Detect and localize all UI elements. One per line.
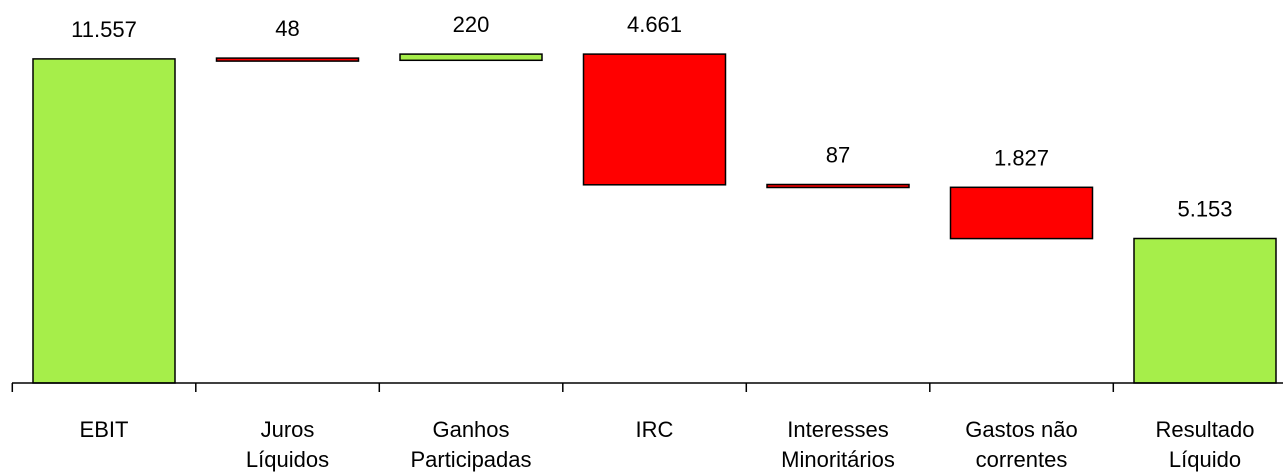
- tick-label-4: Interesses Minoritários: [781, 417, 895, 472]
- tick-label-line: Líquido: [1169, 447, 1241, 472]
- x-axis: [11, 382, 1283, 392]
- tick-label-line: Juros: [261, 417, 315, 442]
- tick-label-line: Gastos não: [965, 417, 1078, 442]
- bar-3: [582, 53, 727, 186]
- tick-label-line: Interesses: [787, 417, 889, 442]
- tick-label-3: IRC: [636, 417, 674, 442]
- value-label-6: 5.153: [1177, 197, 1232, 222]
- bar-5: [949, 186, 1094, 240]
- tick-label-line: Minoritários: [781, 447, 895, 472]
- tick-label-line: Ganhos: [432, 417, 509, 442]
- tick-labels-group: EBIT Juros Líquidos Ganhos Participadas IRC In…: [80, 417, 1255, 472]
- tick-label-line: Líquidos: [246, 447, 329, 472]
- bar-4: [766, 183, 910, 189]
- value-label-4: 87: [826, 143, 850, 168]
- tick-label-line: Resultado: [1155, 417, 1254, 442]
- value-label-0: 11.557: [71, 17, 137, 42]
- value-label-3: 4.661: [627, 12, 682, 37]
- value-labels-group: 11.557 48 220 4.661 87 1.827 5.153: [71, 12, 1232, 221]
- bar-6: [1133, 237, 1277, 384]
- tick-label-6: Resultado Líquido: [1155, 417, 1254, 472]
- tick-label-line: EBIT: [80, 417, 129, 442]
- value-label-2: 220: [453, 12, 490, 37]
- tick-label-2: Ganhos Participadas: [410, 417, 531, 472]
- tick-label-1: Juros Líquidos: [246, 417, 329, 472]
- value-label-5: 1.827: [994, 145, 1049, 170]
- bar-1: [215, 57, 360, 62]
- tick-label-5: Gastos não correntes: [965, 417, 1078, 472]
- tick-label-line: correntes: [976, 447, 1068, 472]
- tick-label-line: IRC: [636, 417, 674, 442]
- bar-2: [399, 53, 543, 62]
- value-label-1: 48: [275, 16, 299, 41]
- tick-label-line: Participadas: [410, 447, 531, 472]
- tick-label-0: EBIT: [80, 417, 129, 442]
- bars-group: [32, 53, 1277, 384]
- bar-0: [32, 58, 176, 384]
